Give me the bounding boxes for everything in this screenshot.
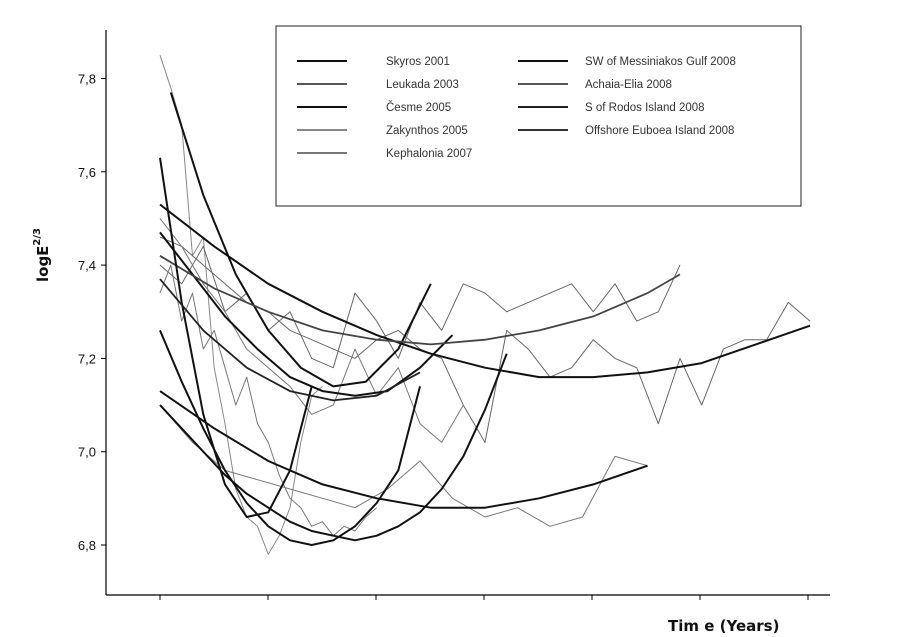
data-series-0: [159, 55, 323, 555]
fit-curve-3: [169, 92, 432, 388]
legend-label: S of Rodos Island 2008: [585, 102, 705, 114]
data-series-5: [159, 218, 464, 443]
y-tick-label: 7,6: [78, 165, 96, 180]
y-axis-title: logE2/3: [32, 228, 52, 282]
legend-label: Achaia-Elia 2008: [585, 79, 672, 91]
fit-curve-2: [159, 390, 648, 509]
fit-curve-8: [159, 278, 421, 402]
legend-label: SW of Messiniakos Gulf 2008: [585, 56, 736, 68]
fit-curve-5: [159, 203, 811, 379]
legend: Skyros 2001 Leukada 2003 Česme 2005 Zakynth…: [275, 25, 802, 207]
legend-items: Skyros 2001 Leukada 2003 Česme 2005 Zakynth…: [297, 56, 736, 160]
x-axis-title: Tim e (Years): [668, 617, 779, 635]
series-layer: [159, 55, 811, 555]
legend-label: Zakynthos 2005: [386, 125, 468, 137]
data-series-1: [159, 264, 378, 537]
y-tick-label: 7,2: [78, 351, 96, 366]
legend-label: Skyros 2001: [386, 56, 450, 68]
legend-label: Leukada 2003: [386, 79, 459, 91]
x-ticks: [159, 595, 809, 600]
y-tick-label: 7,0: [78, 445, 96, 460]
axes: [105, 30, 830, 596]
y-axis-title-main: logE: [34, 246, 52, 282]
y-axis-title-text: logE2/3: [32, 228, 52, 282]
legend-label: Kephalonia 2007: [386, 148, 472, 160]
legend-label: Česme 2005: [386, 101, 451, 114]
y-axis-title-superscript: 2/3: [32, 228, 43, 246]
legend-label: Offshore Euboea Island 2008: [585, 125, 734, 137]
y-tick-label: 6,8: [78, 538, 96, 553]
y-ticks: 6,8 7,0 7,2 7,4 7,6 7,8: [78, 72, 106, 553]
fit-curve-4: [159, 231, 454, 397]
y-tick-label: 7,8: [78, 72, 96, 87]
data-series-4: [159, 404, 648, 527]
fit-curve-1: [159, 353, 508, 542]
fit-curve-7: [159, 157, 313, 518]
legend-box: [275, 25, 802, 207]
fit-curve-0: [159, 330, 421, 546]
y-tick-label: 7,4: [78, 258, 96, 273]
fit-curve-6: [159, 255, 681, 346]
